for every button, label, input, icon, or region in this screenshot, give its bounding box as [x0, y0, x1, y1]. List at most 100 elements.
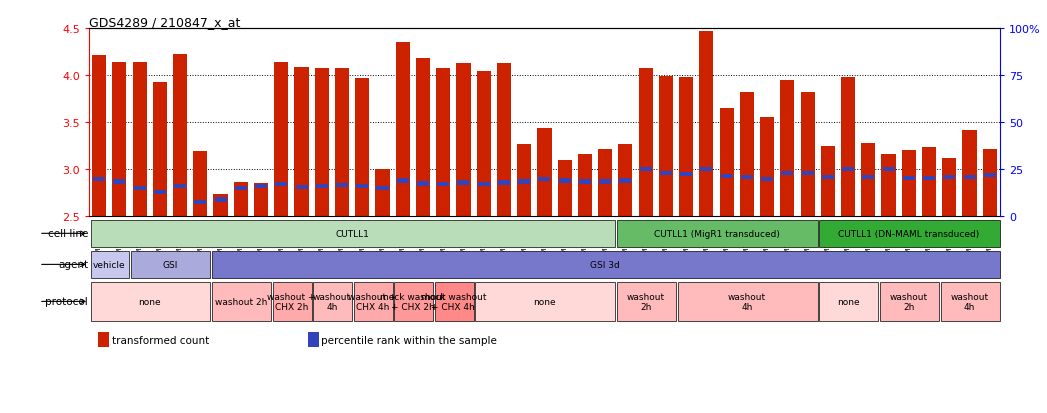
Bar — [640, 168, 651, 172]
Bar — [781, 171, 794, 176]
Bar — [578, 155, 592, 217]
Bar — [760, 118, 774, 217]
Bar — [133, 63, 147, 217]
Bar — [598, 150, 612, 217]
Bar — [820, 282, 878, 321]
Bar — [91, 251, 130, 278]
Bar — [195, 201, 206, 205]
Bar — [213, 282, 271, 321]
Text: washout
2h: washout 2h — [890, 292, 928, 311]
Bar — [617, 220, 818, 247]
Bar — [943, 175, 955, 180]
Bar — [741, 175, 753, 180]
Bar — [780, 81, 795, 217]
Bar — [841, 78, 855, 217]
Bar — [112, 63, 127, 217]
Bar — [901, 151, 916, 217]
Text: washout 2h: washout 2h — [215, 297, 267, 306]
Bar — [235, 187, 247, 191]
Bar — [376, 170, 389, 217]
Bar — [883, 168, 894, 172]
Bar — [821, 146, 834, 217]
Bar — [214, 194, 227, 217]
Bar — [336, 184, 348, 188]
Bar — [416, 59, 430, 217]
Bar — [294, 67, 309, 217]
Bar — [92, 56, 106, 217]
Bar — [903, 176, 915, 180]
Bar — [517, 145, 531, 217]
Text: CUTLL1: CUTLL1 — [335, 229, 370, 238]
Bar — [91, 282, 210, 321]
Bar — [458, 181, 469, 185]
Bar — [255, 185, 267, 189]
Bar — [802, 171, 814, 176]
Bar — [700, 168, 712, 172]
Text: transformed count: transformed count — [112, 335, 209, 345]
Text: cell line: cell line — [48, 229, 88, 239]
Bar — [254, 184, 268, 217]
Bar — [134, 187, 146, 191]
Bar — [639, 69, 652, 217]
Bar — [98, 332, 109, 347]
Bar — [396, 43, 409, 217]
Bar — [963, 175, 976, 180]
Text: GDS4289 / 210847_x_at: GDS4289 / 210847_x_at — [89, 16, 241, 29]
Bar — [699, 32, 713, 217]
Text: mock washout
+ CHX 2h: mock washout + CHX 2h — [380, 292, 446, 311]
Bar — [740, 93, 754, 217]
Bar — [233, 182, 248, 217]
Bar — [881, 282, 939, 321]
Bar — [308, 332, 318, 347]
Bar — [213, 251, 1000, 278]
Bar — [942, 159, 956, 217]
Bar — [617, 282, 676, 321]
Bar — [498, 181, 510, 185]
Bar — [355, 79, 370, 217]
Bar — [397, 179, 408, 183]
Bar — [377, 187, 388, 191]
Bar — [761, 177, 773, 181]
Bar — [316, 185, 328, 189]
Bar — [91, 220, 616, 247]
Bar — [579, 180, 591, 184]
Bar — [273, 282, 312, 321]
Bar — [962, 131, 977, 217]
Bar — [456, 64, 470, 217]
Bar — [801, 93, 815, 217]
Bar — [435, 282, 473, 321]
Text: mock washout
+ CHX 4h: mock washout + CHX 4h — [421, 292, 486, 311]
Bar — [215, 198, 226, 202]
Text: protocol: protocol — [45, 297, 88, 306]
Bar — [476, 72, 491, 217]
Text: CUTLL1 (DN-MAML transduced): CUTLL1 (DN-MAML transduced) — [839, 229, 979, 238]
Bar — [558, 160, 572, 217]
Text: CUTLL1 (MigR1 transduced): CUTLL1 (MigR1 transduced) — [653, 229, 779, 238]
Bar — [335, 69, 349, 217]
Text: percentile rank within the sample: percentile rank within the sample — [321, 335, 497, 345]
Text: washout
2h: washout 2h — [626, 292, 665, 311]
Text: none: none — [837, 297, 860, 306]
Bar — [677, 282, 818, 321]
Bar — [395, 282, 433, 321]
Bar — [599, 180, 611, 184]
Text: GSI: GSI — [162, 260, 178, 269]
Bar — [438, 183, 449, 187]
Text: washout
4h: washout 4h — [313, 292, 351, 311]
Bar — [275, 183, 287, 187]
Bar — [659, 77, 673, 217]
Bar — [984, 173, 996, 178]
Bar — [477, 183, 490, 187]
Bar — [862, 144, 875, 217]
Bar — [923, 176, 935, 180]
Bar — [681, 173, 692, 177]
Bar — [153, 83, 166, 217]
Text: agent: agent — [58, 260, 88, 270]
Text: GSI 3d: GSI 3d — [591, 260, 620, 269]
Bar — [820, 220, 1000, 247]
Bar — [437, 69, 450, 217]
Bar — [720, 174, 733, 178]
Bar — [941, 282, 1000, 321]
Bar — [983, 149, 997, 217]
Bar — [475, 282, 616, 321]
